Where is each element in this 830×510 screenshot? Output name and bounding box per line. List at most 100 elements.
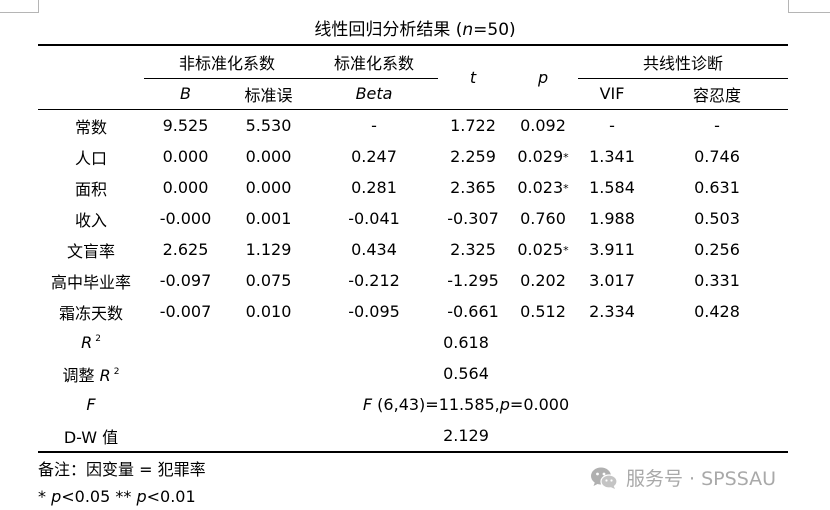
header-unstandardized: 非标准化系数	[144, 44, 311, 79]
t-cell: -0.661	[447, 302, 499, 321]
row-name-cell: 霜冻天数	[58, 303, 123, 323]
vif-cell: 3.911	[589, 240, 635, 259]
b-cell: 0.000	[162, 147, 209, 166]
significance-star: *	[563, 244, 569, 257]
header-se: 标准误	[244, 85, 293, 105]
p-cell: 0.760	[520, 209, 566, 228]
t-cell: 1.722	[450, 116, 496, 135]
stat-value-f: F (6,43)=11.585,p=0.000	[362, 395, 570, 414]
t-cell: 2.325	[450, 240, 496, 259]
stat-label-dw: D-W 值	[38, 420, 144, 453]
vif-cell: 3.017	[589, 271, 635, 290]
watermark: 服务号 · SPSSAU	[590, 464, 776, 491]
table-row: 文盲率 2.625 1.129 0.434 2.325 0.025* 3.911 0.256	[38, 234, 788, 265]
table-caption: 线性回归分析结果 (n=50)	[0, 15, 830, 40]
beta-cell: 0.281	[351, 178, 397, 197]
se-cell: 0.000	[245, 178, 292, 197]
caption-n-var: n	[462, 20, 474, 40]
vif-cell: 1.341	[589, 147, 635, 166]
p-cell: 0.025*	[517, 240, 569, 259]
header-collinearity: 共线性诊断	[578, 44, 789, 79]
p-cell: 0.023*	[517, 178, 569, 197]
b-cell: 2.625	[162, 240, 209, 259]
caption-n-value: =50)	[473, 20, 516, 40]
b-cell: -0.097	[159, 271, 212, 290]
t-cell: 2.259	[450, 147, 496, 166]
header-p: p	[508, 44, 579, 109]
significance-star: *	[563, 151, 569, 164]
stat-row-f: F F (6,43)=11.585,p=0.000	[38, 389, 788, 420]
tolerance-cell: 0.331	[694, 271, 740, 290]
tolerance-cell: 0.503	[694, 209, 740, 228]
table-row: 霜冻天数 -0.007 0.010 -0.095 -0.661 0.512 2.334 0.4…	[38, 296, 788, 327]
tolerance-cell: 0.428	[694, 302, 740, 321]
se-cell: 5.530	[245, 116, 292, 135]
corner-crop-mark-left	[0, 0, 39, 13]
corner-crop-mark-right	[788, 0, 830, 13]
note-dependent-variable: 备注：因变量 = 犯罪率	[38, 460, 206, 479]
header-blank-cell	[38, 44, 144, 109]
p-cell: 0.092	[520, 116, 566, 135]
row-name-cell: 高中毕业率	[50, 272, 131, 292]
header-divider	[38, 109, 789, 110]
se-cell: 0.001	[245, 209, 292, 228]
watermark-text: 服务号 · SPSSAU	[626, 468, 777, 490]
table-row: 人口 0.000 0.000 0.247 2.259 0.029* 1.341 0.746	[38, 141, 788, 172]
row-name-cell: 收入	[74, 210, 107, 230]
beta-cell: 0.247	[351, 147, 397, 166]
header-group-row: 非标准化系数 标准化系数 t p 共线性诊断	[38, 44, 789, 109]
table-row: 收入 -0.000 0.001 -0.041 -0.307 0.760 1.988 0.503	[38, 203, 788, 234]
vif-cell: 1.584	[589, 178, 635, 197]
vif-cell: 1.988	[589, 209, 635, 228]
header-tolerance: 容忍度	[693, 85, 742, 105]
header-sub-row: B 标准误 Beta VIF 容忍度	[38, 78, 788, 109]
note-significance: * p<0.05 ** p<0.01	[38, 487, 196, 506]
se-cell: 0.075	[245, 271, 292, 290]
b-cell: 9.525	[162, 116, 209, 135]
header-vif: VIF	[599, 84, 625, 104]
b-cell: 0.000	[162, 178, 209, 197]
header-standardized: 标准化系数	[310, 44, 439, 79]
tolerance-cell: 0.746	[694, 147, 740, 166]
stat-row-dw: D-W 值 2.129	[38, 420, 789, 453]
beta-cell: -0.095	[348, 302, 400, 321]
beta-cell: -	[371, 116, 377, 135]
b-cell: -0.000	[159, 209, 212, 228]
p-cell: 0.512	[520, 302, 566, 321]
stat-value-dw: 2.129	[144, 420, 789, 453]
row-name-cell: 常数	[74, 117, 107, 137]
stat-value-adj-r2: 0.564	[443, 364, 489, 383]
p-cell: 0.029*	[517, 147, 569, 166]
t-cell: -0.307	[447, 209, 499, 228]
stat-label-f: F	[86, 395, 96, 414]
tolerance-cell: -	[714, 116, 720, 135]
caption-text: 线性回归分析结果 (	[314, 20, 463, 40]
se-cell: 0.000	[245, 147, 292, 166]
beta-cell: -0.212	[348, 271, 400, 290]
significance-star: *	[563, 182, 569, 195]
p-cell: 0.202	[520, 271, 566, 290]
vif-cell: 2.334	[589, 302, 635, 321]
se-cell: 1.129	[245, 240, 292, 259]
row-name-cell: 面积	[74, 179, 107, 199]
header-t: t	[438, 44, 509, 109]
beta-cell: -0.041	[348, 209, 400, 228]
table-row: 高中毕业率 -0.097 0.075 -0.212 -1.295 0.202 3.017 0.…	[38, 265, 788, 296]
header-beta: Beta	[355, 84, 393, 104]
regression-table: 非标准化系数 标准化系数 t p 共线性诊断 B 标准误 Beta VIF 容忍…	[38, 44, 789, 453]
coefficient-rows: 常数 9.525 5.530 - 1.722 0.092 - - 人口 0.000 0.000 0.2…	[38, 110, 788, 328]
vif-cell: -	[609, 116, 615, 135]
table-row: 常数 9.525 5.530 - 1.722 0.092 - -	[38, 110, 788, 142]
tolerance-cell: 0.631	[694, 178, 740, 197]
se-cell: 0.010	[245, 302, 292, 321]
stat-value-r2: 0.618	[443, 333, 489, 352]
t-cell: -1.295	[447, 271, 499, 290]
header-b: B	[180, 84, 191, 104]
row-name-cell: 文盲率	[66, 241, 115, 261]
wechat-icon	[591, 467, 618, 489]
